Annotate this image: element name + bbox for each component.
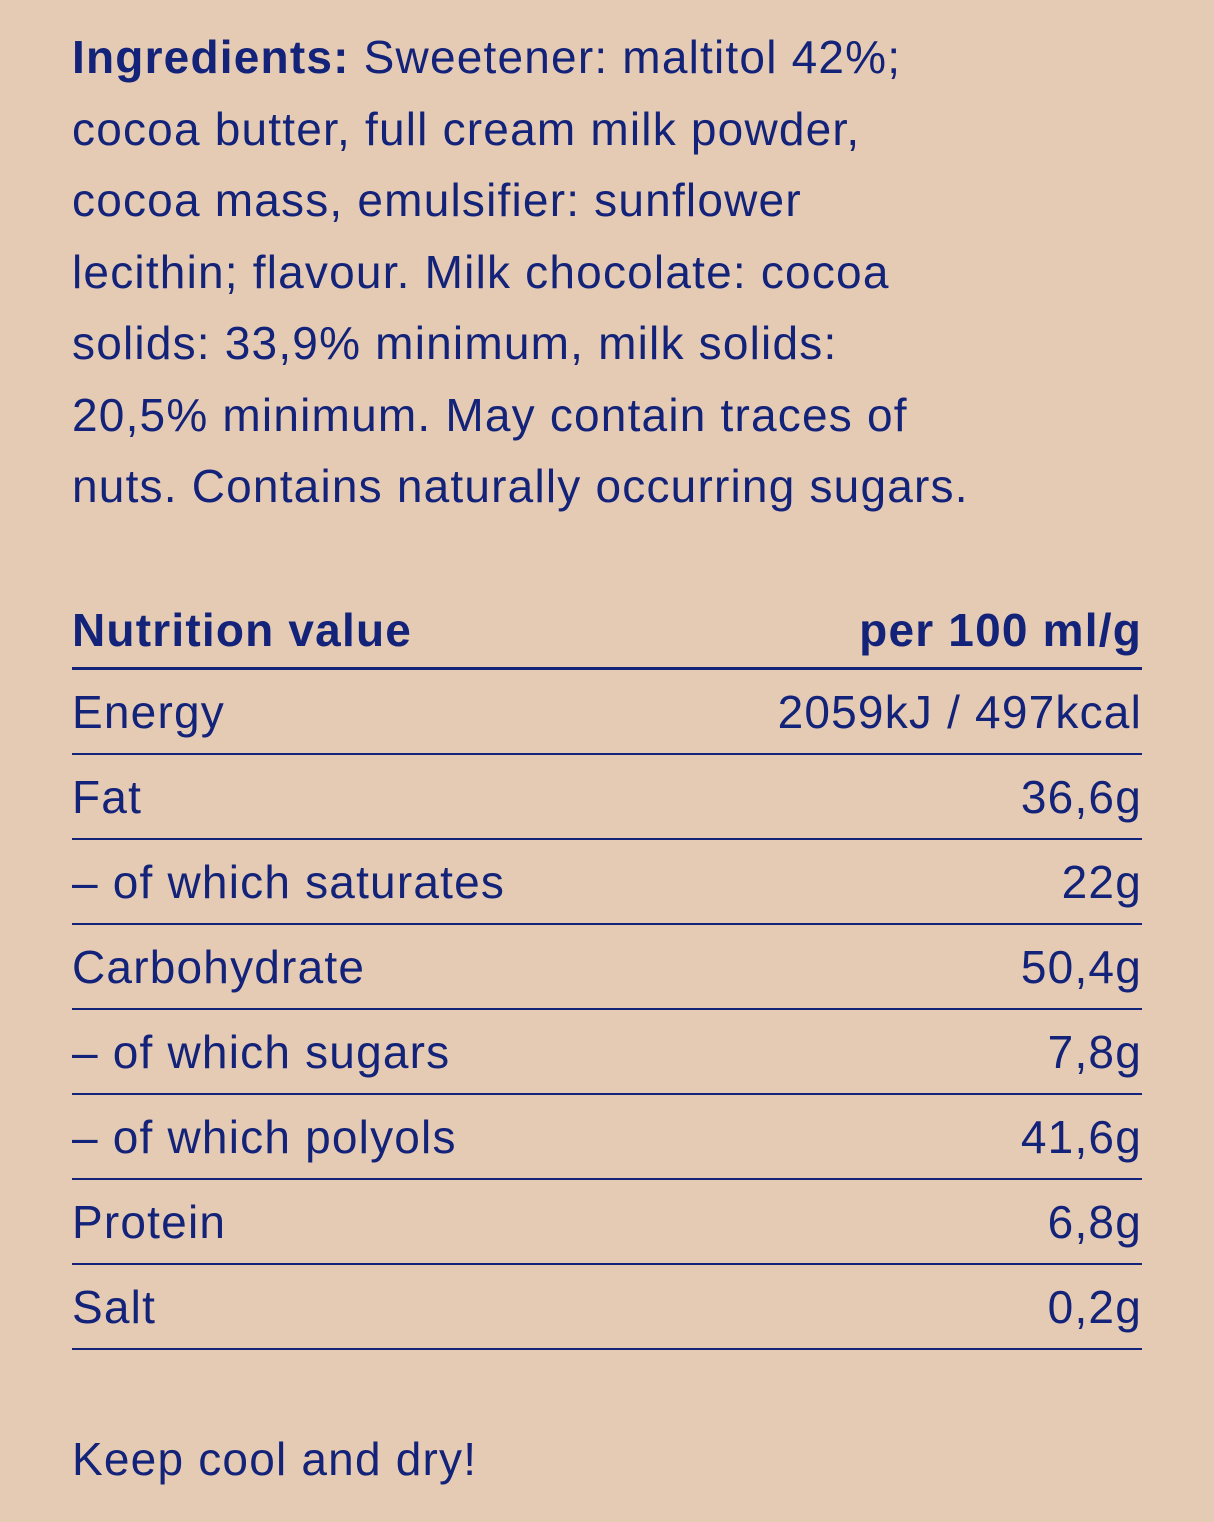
storage-instruction: Keep cool and dry! [72,1433,478,1485]
ingredients-label: Ingredients: [72,31,350,83]
nutrition-row: – of which polyols 41,6g [72,1095,1142,1180]
nutrition-row: – of which saturates 22g [72,840,1142,925]
ingredients-line: Ingredients: Sweetener: maltitol 42%; [72,22,1172,94]
nutrition-row: – of which sugars 7,8g [72,1010,1142,1095]
ingredients-line-text: Sweetener: maltitol 42%; [349,31,902,83]
ingredients-line: lecithin; flavour. Milk chocolate: cocoa [72,245,890,298]
nutrition-row: Carbohydrate 50,4g [72,925,1142,1010]
nutrient-name: Fat [72,770,143,823]
nutrient-value: 22g [1061,855,1142,908]
nutrient-value: 6,8g [1047,1195,1142,1248]
ingredients-line: solids: 33,9% minimum, milk solids: [72,317,838,369]
nutrition-row: Protein 6,8g [72,1180,1142,1265]
nutrition-row: Fat 36,6g [72,755,1142,840]
nutrient-name: Carbohydrate [72,940,366,993]
nutrition-table: Nutrition value per 100 ml/g Energy 2059k… [72,593,1142,1350]
nutrient-value: 7,8g [1047,1025,1142,1078]
nutrition-row: Salt 0,2g [72,1265,1142,1350]
ingredients-line: cocoa mass, emulsifier: sunflower [72,174,802,226]
nutrient-value: 36,6g [1020,770,1142,823]
ingredients-line: nuts. Contains naturally occurring sugar… [72,460,969,512]
nutrition-row: Energy 2059kJ / 497kcal [72,670,1142,755]
nutrient-name: Salt [72,1280,157,1333]
nutrient-name: – of which sugars [72,1025,451,1078]
nutrient-value: 50,4g [1020,940,1142,993]
nutrient-value: 2059kJ / 497kcal [777,685,1142,738]
nutrient-name: Energy [72,685,225,738]
ingredients-line: cocoa butter, full cream milk powder, [72,102,861,155]
nutrient-value: 41,6g [1020,1110,1142,1163]
nutrition-header-label: Nutrition value [72,604,413,656]
ingredients-text: Ingredients: Sweetener: maltitol 42%; co… [72,22,1172,523]
nutrient-name: Protein [72,1195,227,1248]
nutrient-name: – of which polyols [72,1110,457,1163]
nutrition-header: Nutrition value per 100 ml/g [72,593,1142,670]
nutrition-header-unit: per 100 ml/g [859,604,1142,656]
nutrient-value: 0,2g [1047,1280,1142,1333]
nutrient-name: – of which saturates [72,855,506,908]
ingredients-line: 20,5% minimum. May contain traces of [72,388,908,441]
